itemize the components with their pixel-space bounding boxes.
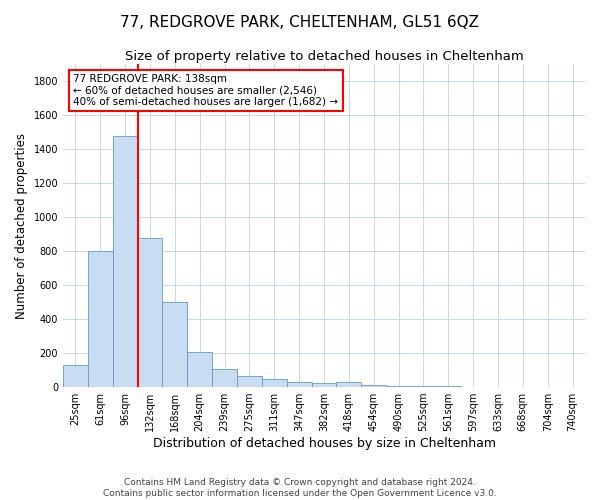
Text: Contains HM Land Registry data © Crown copyright and database right 2024.
Contai: Contains HM Land Registry data © Crown c… [103, 478, 497, 498]
Bar [63, 365, 88, 387]
Bar [262, 378, 287, 387]
Bar [436, 386, 461, 387]
Bar [461, 386, 485, 387]
Bar [137, 238, 163, 387]
Y-axis label: Number of detached properties: Number of detached properties [15, 132, 28, 318]
Bar [361, 386, 386, 387]
Bar [386, 386, 411, 387]
Bar [212, 369, 237, 387]
Bar [237, 376, 262, 387]
Bar [88, 251, 113, 387]
X-axis label: Distribution of detached houses by size in Cheltenham: Distribution of detached houses by size … [152, 437, 496, 450]
Title: Size of property relative to detached houses in Cheltenham: Size of property relative to detached ho… [125, 50, 523, 63]
Bar [411, 386, 436, 387]
Bar [311, 383, 337, 387]
Text: 77 REDGROVE PARK: 138sqm
← 60% of detached houses are smaller (2,546)
40% of sem: 77 REDGROVE PARK: 138sqm ← 60% of detach… [73, 74, 338, 107]
Bar [337, 382, 361, 387]
Bar [113, 136, 137, 387]
Bar [163, 302, 187, 387]
Bar [287, 382, 311, 387]
Bar [187, 352, 212, 387]
Bar [485, 386, 511, 387]
Text: 77, REDGROVE PARK, CHELTENHAM, GL51 6QZ: 77, REDGROVE PARK, CHELTENHAM, GL51 6QZ [121, 15, 479, 30]
